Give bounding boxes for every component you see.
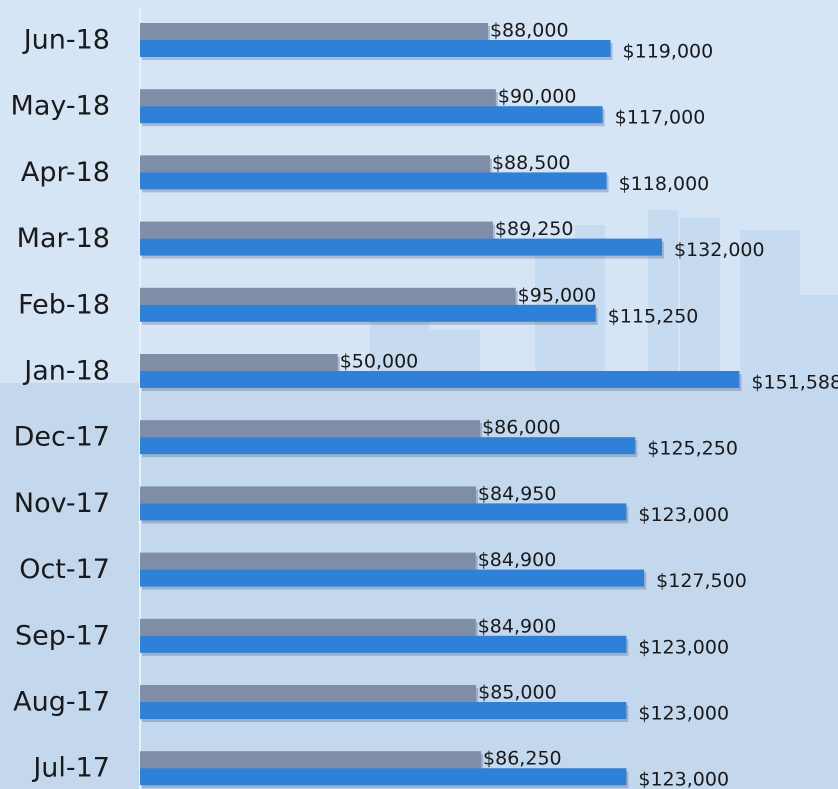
value-label: $118,000 bbox=[619, 173, 710, 195]
bar bbox=[140, 618, 476, 636]
bar bbox=[140, 172, 607, 190]
bar bbox=[140, 371, 740, 388]
category-label: Jun-18 bbox=[22, 25, 110, 56]
value-label: $50,000 bbox=[340, 351, 419, 373]
bar bbox=[140, 768, 627, 786]
bar bbox=[140, 238, 662, 256]
value-label: $90,000 bbox=[498, 86, 577, 108]
bar bbox=[140, 635, 627, 653]
bar bbox=[140, 106, 603, 124]
bar bbox=[140, 221, 493, 239]
value-label: $85,000 bbox=[478, 682, 557, 704]
category-label: Sep-17 bbox=[15, 620, 110, 651]
value-label: $84,900 bbox=[478, 615, 557, 637]
bar bbox=[140, 503, 627, 521]
bar bbox=[140, 304, 596, 322]
value-label: $89,250 bbox=[495, 218, 574, 240]
bar bbox=[140, 569, 645, 587]
bar bbox=[140, 40, 611, 57]
bar bbox=[140, 486, 476, 504]
bar bbox=[140, 23, 488, 40]
bar bbox=[140, 155, 490, 173]
value-label: $125,250 bbox=[647, 438, 738, 460]
value-label: $86,000 bbox=[482, 417, 561, 439]
value-label: $84,900 bbox=[478, 549, 557, 571]
category-label: Apr-18 bbox=[21, 157, 110, 188]
category-label: Dec-17 bbox=[14, 422, 110, 453]
value-label: $123,000 bbox=[638, 769, 729, 789]
value-label: $123,000 bbox=[638, 703, 729, 725]
category-label: May-18 bbox=[11, 91, 110, 122]
value-label: $123,000 bbox=[638, 504, 729, 526]
value-label: $88,500 bbox=[492, 152, 571, 174]
bar bbox=[140, 354, 338, 371]
value-label: $115,250 bbox=[608, 305, 699, 327]
value-label: $84,950 bbox=[478, 483, 557, 505]
value-label: $86,250 bbox=[483, 748, 562, 770]
bar bbox=[140, 420, 481, 438]
category-label: Aug-17 bbox=[13, 687, 110, 718]
bar bbox=[140, 437, 636, 455]
value-label: $123,000 bbox=[638, 636, 729, 658]
bar bbox=[140, 685, 477, 702]
value-label: $117,000 bbox=[615, 107, 706, 129]
bar bbox=[140, 287, 516, 305]
category-label: Nov-17 bbox=[14, 488, 110, 519]
category-label: Feb-18 bbox=[18, 289, 110, 320]
category-label: Mar-18 bbox=[17, 223, 110, 254]
category-label: Jul-17 bbox=[31, 753, 110, 784]
category-label: Jan-18 bbox=[22, 356, 110, 387]
bar bbox=[140, 751, 482, 769]
value-label: $119,000 bbox=[623, 41, 714, 63]
bar bbox=[140, 552, 476, 570]
value-label: $127,500 bbox=[656, 570, 747, 592]
value-label: $95,000 bbox=[518, 284, 597, 306]
category-label: Oct-17 bbox=[19, 554, 110, 585]
value-label: $132,000 bbox=[674, 239, 765, 261]
value-label: $151,588 bbox=[751, 372, 838, 394]
bar bbox=[140, 89, 496, 107]
value-label: $88,000 bbox=[490, 20, 569, 42]
bar bbox=[140, 702, 627, 719]
